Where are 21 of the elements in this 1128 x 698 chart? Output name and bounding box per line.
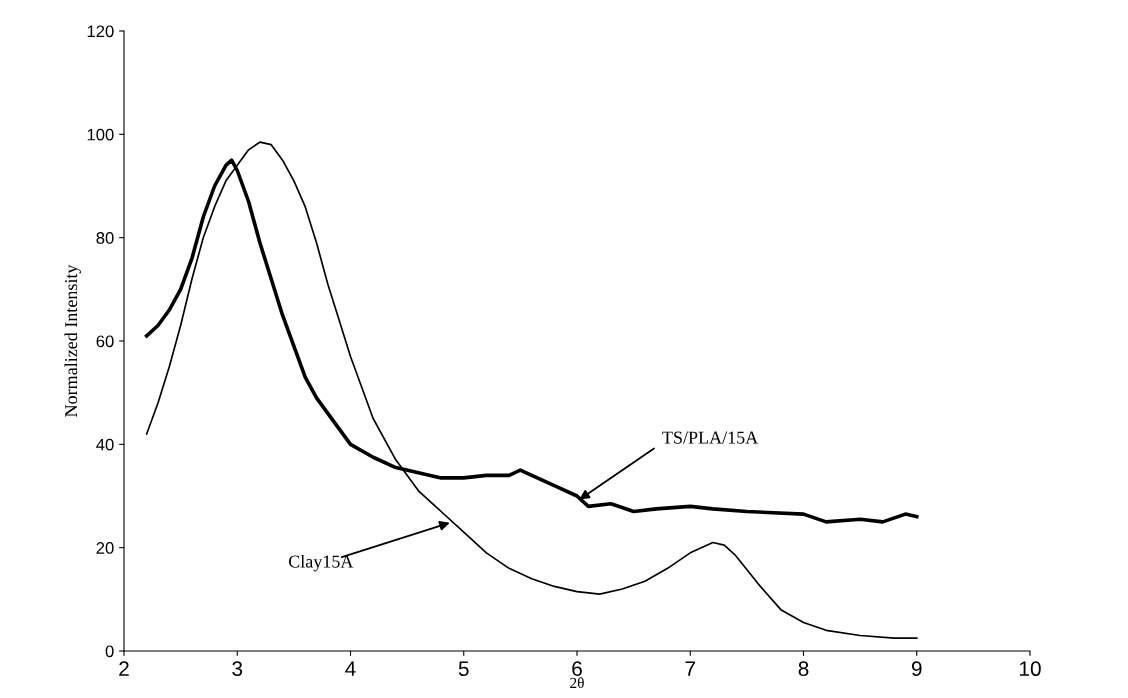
x-tick-label: 3 [232,661,243,677]
y-tick-label: 80 [96,232,114,244]
annotation: TS/PLA/15A [662,431,759,444]
x-tick-label: 10 [1020,661,1041,677]
y-tick-label: 60 [96,335,114,348]
x-tick-label: 7 [685,661,695,676]
y-tick-label: 20 [96,542,114,554]
annotation: Clay15A [288,554,354,572]
y-tick-label: 0 [105,645,114,658]
line-series [145,141,918,639]
x-tick-label: 4 [345,661,356,676]
y-tick-label: 40 [96,438,114,451]
y-axis-title: Normalized Intensity [64,264,81,417]
x-tick-label: 5 [458,661,469,677]
x-tick-label: 9 [911,661,922,677]
x-axis-title: 2θ [570,677,584,689]
x-tick-label: 2 [119,661,129,676]
y-tick-label: 100 [87,128,114,141]
x-tick-label: 6 [572,661,582,677]
x-tick-label: 8 [798,661,809,677]
y-tick-label: 120 [87,25,114,38]
